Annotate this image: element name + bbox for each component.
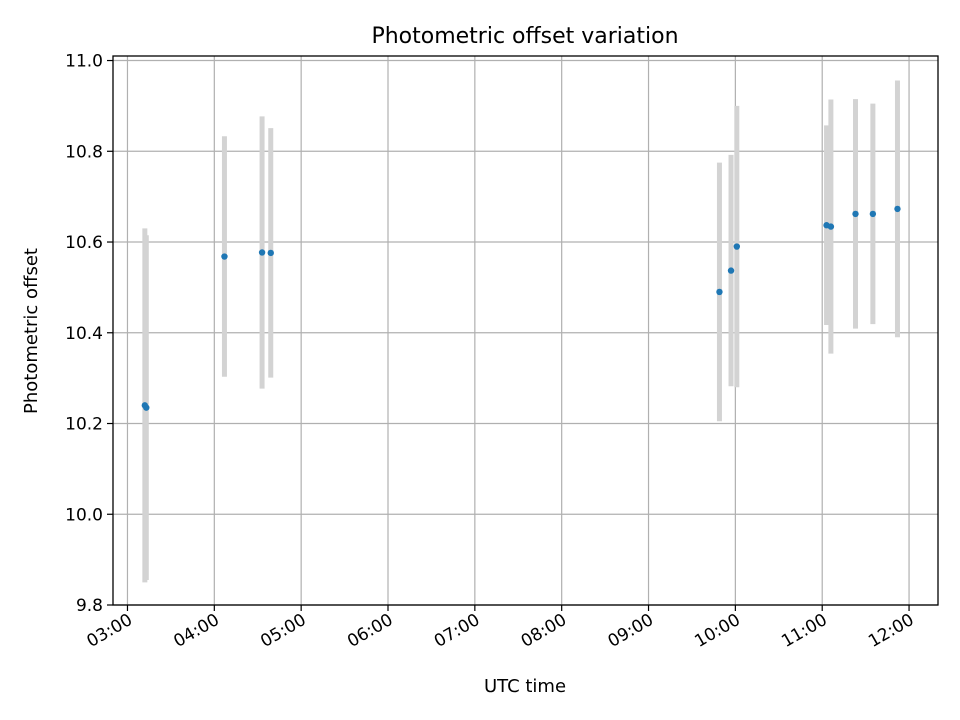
x-axis-label: UTC time (484, 676, 566, 697)
y-tick-label: 10.6 (65, 233, 103, 253)
data-point (267, 249, 274, 257)
x-tick-label: 09:00 (605, 610, 657, 652)
data-point (727, 267, 735, 274)
data-point (827, 223, 835, 230)
y-tick-label: 9.8 (76, 596, 103, 616)
x-tick-label: 08:00 (518, 610, 570, 652)
data-point (221, 253, 228, 260)
error-bars (142, 80, 900, 583)
data-point (143, 404, 150, 411)
chart-title: Photometric offset variation (371, 24, 678, 49)
y-tick-label: 10.2 (65, 415, 103, 435)
data-point (894, 205, 901, 213)
data-point (869, 210, 877, 218)
y-tick-label: 10.8 (65, 142, 103, 162)
plot-frame (112, 55, 939, 606)
y-tick-label: 11.0 (65, 52, 103, 72)
x-tick-label: 07:00 (431, 610, 483, 652)
data-point (733, 243, 741, 250)
x-tick-label: 12:00 (865, 610, 917, 652)
x-tick-label: 10:00 (691, 610, 743, 652)
x-tick-label: 03:00 (84, 610, 136, 652)
grid (113, 56, 938, 606)
y-tick-label: 10.0 (65, 505, 103, 525)
data-point (258, 249, 266, 256)
data-point (716, 288, 723, 296)
x-tick-label: 11:00 (778, 610, 830, 652)
data-point (852, 210, 859, 218)
y-axis-label: Photometric offset (21, 248, 42, 414)
y-axis: 9.8 10.0 10.2 10.4 10.6 10.8 11.0 (65, 52, 113, 616)
data-points (141, 205, 901, 411)
y-tick-label: 10.4 (65, 324, 103, 344)
x-axis: 03:00 04:00 05:00 06:00 07:00 08:00 09:00 10:00… (84, 605, 918, 652)
x-tick-label: 05:00 (257, 610, 309, 652)
x-tick-label: 06:00 (344, 610, 396, 652)
x-tick-label: 04:00 (170, 610, 222, 652)
